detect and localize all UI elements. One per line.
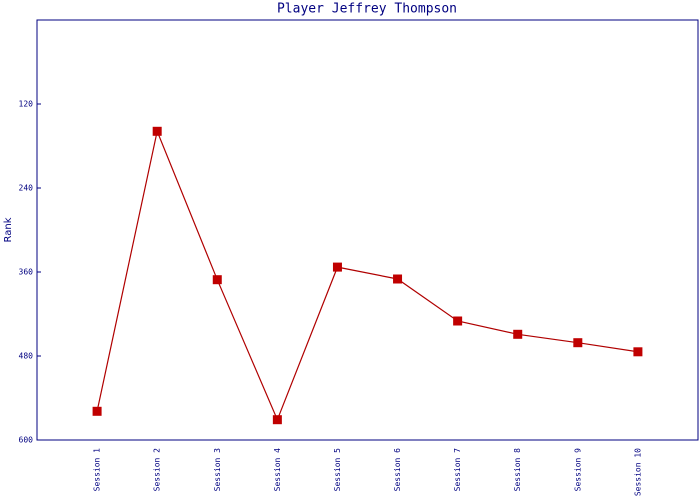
x-tick-label: Session 9 [573, 448, 582, 492]
plot-frame [36, 19, 699, 441]
x-tick-label: Session 2 [153, 448, 162, 492]
x-tick-label: Session 4 [273, 448, 282, 492]
marker [453, 316, 463, 326]
y-axis-label: Rank [3, 217, 14, 242]
y-tick-label: 120 [19, 100, 34, 109]
marker [92, 406, 102, 416]
x-tick-label: Session 3 [213, 448, 222, 492]
line [96, 129, 638, 422]
marker [272, 415, 282, 425]
x-tick-label: Session 5 [333, 448, 342, 492]
chart-title: Player Jeffrey Thompson [277, 2, 457, 17]
y-tick-label: 600 [19, 436, 34, 445]
x-tick-label: Session 6 [393, 448, 402, 492]
y-tick-label: 360 [19, 268, 34, 277]
x-tick-label: Session 8 [513, 448, 522, 492]
marker [513, 329, 523, 339]
marker [212, 275, 222, 285]
x-tick-label: Session 10 [633, 448, 642, 496]
y-tick-label: 480 [19, 352, 34, 361]
marker [573, 338, 583, 348]
x-tick-label: Session 7 [453, 448, 462, 492]
marker [332, 262, 342, 272]
marker [633, 347, 643, 357]
marker [393, 274, 403, 284]
marker [152, 126, 162, 136]
y-tick-label: 240 [19, 184, 34, 193]
x-tick-label: Session 1 [93, 448, 102, 492]
